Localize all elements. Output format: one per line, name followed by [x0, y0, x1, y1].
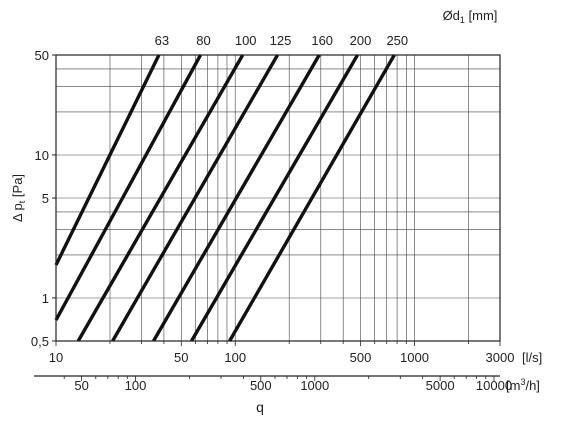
series-line-63 [54, 54, 161, 266]
x2-tick-label: 5000 [426, 378, 455, 393]
x-tick-label: 100 [224, 350, 246, 365]
series-label-250: 250 [386, 33, 408, 48]
y-tick-label: 50 [35, 48, 49, 63]
x2-unit-label: [m3/h] [506, 377, 540, 393]
series-line-160 [152, 54, 321, 342]
series-line-80 [54, 54, 202, 321]
axes: 0,5 1 5 10 50 10 50 100 500 1000 3000 [l/s] 50 100 500… [10, 48, 542, 415]
x2-tick-label: 100 [125, 378, 147, 393]
x-unit-label: [l/s] [522, 350, 542, 365]
y-tick-label: 1 [42, 291, 49, 306]
series-label-63: 63 [155, 33, 169, 48]
x-tick-label: 3000 [486, 350, 515, 365]
series-label-100: 100 [235, 33, 257, 48]
series-line-250 [228, 54, 396, 342]
x-tick-label: 10 [49, 350, 63, 365]
series-label-160: 160 [311, 33, 333, 48]
y-tick-label: 5 [42, 191, 49, 206]
x-tick-label: 50 [174, 350, 188, 365]
grid-lines [55, 54, 501, 342]
y-axis-title: Δ pt [Pa] [10, 174, 27, 222]
x2-tick-label: 1000 [300, 378, 329, 393]
x2-tick-label: 10000 [476, 378, 512, 393]
series-label-80: 80 [196, 33, 210, 48]
series-line-125 [111, 54, 279, 342]
series-line-200 [190, 54, 359, 342]
series-labels: 63 80 100 125 160 200 250 Ød1 [mm] [155, 8, 498, 48]
series-header: Ød1 [mm] [443, 8, 498, 25]
y-tick-label: 0,5 [31, 334, 49, 349]
series-label-125: 125 [270, 33, 292, 48]
y-tick-label: 10 [35, 148, 49, 163]
series-label-200: 200 [350, 33, 372, 48]
x-tick-label: 1000 [400, 350, 429, 365]
x2-tick-label: 50 [74, 378, 88, 393]
series-lines [54, 54, 396, 342]
x2-tick-label: 500 [250, 378, 272, 393]
x-axis-title: q [256, 399, 264, 415]
series-line-100 [76, 54, 245, 342]
x-tick-label: 500 [350, 350, 372, 365]
